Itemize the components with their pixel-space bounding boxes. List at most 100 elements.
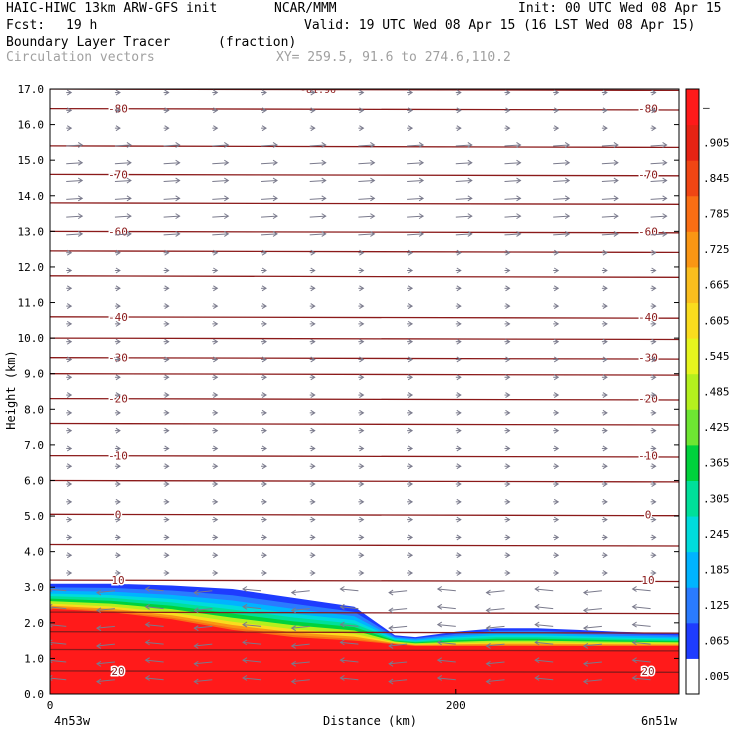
circulation-vector-head	[418, 230, 425, 237]
circulation-vector-head	[213, 409, 219, 416]
y-tick-label: 9.0	[24, 368, 44, 381]
circulation-vector	[96, 608, 115, 611]
colorbar-cell	[686, 444, 699, 481]
circulation-vector	[145, 659, 164, 663]
circulation-vector-head	[213, 498, 219, 505]
circulation-vector-head	[553, 498, 560, 505]
circulation-vector	[96, 625, 115, 629]
circulation-vector-head	[436, 586, 443, 592]
circulation-vector	[437, 606, 456, 610]
circulation-vector-head	[436, 675, 443, 681]
colorbar-cell	[686, 587, 699, 624]
circulation-vector-head	[261, 285, 267, 292]
colorbar-label: .425	[703, 421, 730, 434]
circulation-vector	[50, 677, 67, 681]
circulation-vector-head	[602, 427, 608, 434]
circulation-vector-head	[66, 498, 73, 505]
circulation-vector-head	[310, 356, 316, 363]
circulation-vector-head	[651, 427, 657, 434]
circulation-vector-head	[370, 213, 376, 220]
circulation-vector-head	[95, 589, 102, 596]
circulation-vector-head	[505, 463, 511, 470]
circulation-vector	[650, 215, 667, 218]
circulation-vector-head	[564, 159, 571, 166]
circulation-vector-head	[310, 374, 316, 381]
circulation-vector	[632, 606, 651, 610]
circulation-vector	[260, 233, 278, 236]
circulation-vector-head	[516, 159, 522, 166]
circulation-vector-head	[290, 607, 296, 614]
circulation-vector	[260, 215, 278, 218]
circulation-vector-head	[651, 392, 657, 398]
circulation-vector	[145, 641, 164, 645]
circulation-vector-head	[242, 657, 248, 664]
circulation-vector-head	[359, 409, 365, 416]
circulation-vector-head	[553, 320, 560, 327]
circulation-vector-head	[505, 534, 511, 541]
circulation-vector	[486, 608, 505, 611]
circulation-vector-head	[310, 570, 316, 576]
circulation-vector	[504, 162, 521, 165]
circulation-vector	[260, 144, 278, 147]
circulation-vector-head	[388, 625, 394, 632]
circulation-vector-head	[213, 570, 219, 576]
circulation-vector-head	[115, 392, 121, 398]
circulation-vector-head	[553, 338, 560, 345]
circulation-vector-head	[651, 320, 657, 327]
circulation-vector-head	[175, 195, 181, 202]
y-tick-label: 0.0	[24, 688, 44, 701]
circulation-vector-head	[485, 607, 491, 614]
circulation-vector	[194, 625, 213, 629]
circulation-vector-head	[388, 589, 394, 596]
circulation-vector-head	[602, 356, 608, 363]
circulation-vector-head	[193, 607, 199, 614]
plot-frame	[49, 88, 680, 695]
circulation-vector	[437, 641, 456, 645]
y-tick-label: 12.0	[18, 261, 45, 274]
circulation-vector	[358, 180, 375, 183]
circulation-vector-head	[553, 392, 560, 398]
circulation-vector-head	[261, 427, 267, 434]
colorbar-cell	[686, 480, 699, 517]
circulation-vector-head	[66, 570, 73, 576]
contour-label: -40	[638, 311, 658, 324]
circulation-vector-head	[66, 427, 73, 434]
circulation-vector	[114, 197, 131, 200]
circulation-vector-head	[242, 603, 248, 610]
circulation-vector-head	[144, 639, 150, 646]
circulation-vector-head	[407, 481, 414, 487]
circulation-vector-head	[631, 675, 637, 681]
circulation-vector-head	[213, 267, 219, 274]
circulation-vector-head	[115, 481, 121, 487]
circulation-vector-head	[290, 660, 296, 667]
circulation-vector	[260, 180, 278, 183]
y-tick-label: 8.0	[24, 403, 44, 416]
colorbar-cell	[686, 231, 699, 268]
circulation-vector-head	[534, 603, 540, 610]
circulation-vector-head	[310, 463, 316, 470]
circulation-vector-head	[115, 516, 121, 523]
contour-label: 20	[641, 665, 654, 678]
circulation-vector-head	[213, 534, 219, 541]
circulation-vector-head	[77, 177, 84, 184]
circulation-vector-head	[407, 320, 414, 327]
circulation-vector-head	[631, 657, 637, 664]
circulation-vector-head	[50, 603, 53, 610]
circulation-vector-head	[564, 195, 571, 202]
circulation-vector	[650, 180, 667, 183]
circulation-vector-head	[261, 481, 267, 487]
circulation-vector-head	[359, 320, 365, 327]
circulation-vector-head	[505, 498, 511, 505]
circulation-vector-head	[310, 303, 316, 310]
circulation-vector-head	[126, 213, 132, 220]
circulation-vector-head	[213, 89, 219, 96]
circulation-vector	[242, 677, 262, 681]
circulation-vector-head	[553, 552, 560, 559]
circulation-vector-head	[66, 409, 73, 416]
circulation-vector-head	[456, 534, 462, 541]
y-tick-label: 2.0	[24, 617, 44, 630]
circulation-vector	[194, 679, 213, 683]
field-units: (fraction)	[218, 35, 297, 50]
circulation-vector-head	[359, 570, 365, 576]
circulation-vector-head	[66, 338, 73, 345]
